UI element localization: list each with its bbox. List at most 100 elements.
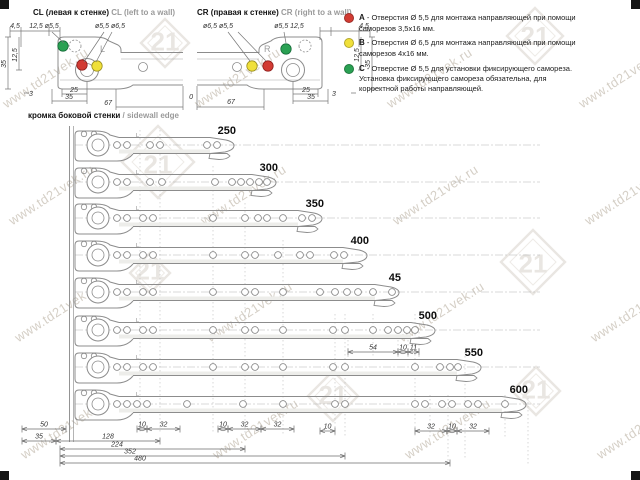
legend-item-c: С - Отверстие Ø 5,5 для установки фиксир…	[344, 63, 576, 94]
dim-label: 12,5	[354, 48, 361, 62]
rail-left-mark: L	[136, 243, 139, 249]
hole-marker-b	[91, 60, 103, 72]
dimension: 50	[21, 422, 67, 433]
dimension: 10	[217, 422, 229, 433]
rail-length-label: 400	[351, 235, 369, 247]
dimension: 32	[456, 424, 490, 435]
logo-21-icon: 21	[510, 365, 562, 417]
dimension: 35	[21, 434, 57, 445]
rail-left-mark: L	[136, 355, 139, 361]
hole-marker-c	[57, 40, 69, 52]
dimension: 32	[260, 422, 295, 433]
rail-length-label: 350	[306, 198, 324, 210]
dim-label: 10	[399, 345, 407, 352]
dim-label: 35	[307, 94, 315, 101]
dim-label: 4,5	[359, 23, 369, 30]
rail-length-label: 550	[465, 347, 483, 359]
dimension: 10	[446, 424, 458, 435]
dim-label: 10	[324, 424, 332, 431]
dim-label: 32	[274, 422, 282, 429]
red-dot-icon	[344, 13, 354, 23]
dimension: 10	[319, 424, 336, 435]
dim-label: 35	[65, 94, 73, 101]
hole-marker-c	[280, 43, 292, 55]
dim-label: 50	[40, 422, 48, 429]
svg-text:21: 21	[522, 375, 551, 405]
svg-text:21: 21	[144, 150, 173, 180]
logo-21-icon: 21	[139, 17, 191, 69]
dim-label: 25	[301, 87, 310, 94]
logo-21-icon: 21	[499, 228, 567, 296]
dim-label: 35	[1, 60, 8, 68]
diagram-cl: L 4,5 12,5 ø5,5 ø5,5 ø6,5 35 12,5 3 25 3…	[1, 23, 184, 110]
rail-length-label: 45	[389, 272, 401, 284]
sidewall-edge-label: кромка боковой стенки / sidewall edge	[28, 111, 179, 120]
cr-title: CR (правая к стенке) CR (right to a wall…	[197, 8, 352, 17]
legend-item-b: В - Отверстия Ø 6,5 для монтажа направля…	[344, 38, 576, 58]
dim-label: 10	[219, 422, 227, 429]
dimension: 10	[397, 345, 409, 356]
dim-label: 3	[332, 91, 336, 98]
dim-label: 12,5	[12, 48, 19, 62]
dim-label: 0	[189, 94, 193, 101]
rail-drawing-600: L 600	[74, 384, 540, 421]
dim-label: 10	[138, 422, 146, 429]
dim-label: 25	[69, 87, 78, 94]
legend-item-a: А - Отверстия Ø 5,5 для монтажа направля…	[344, 13, 576, 33]
rails: L 250 L 300 L 350 L 400 L 45 L 500 L 550 L 600	[74, 125, 540, 421]
dim-label: 224	[110, 442, 123, 449]
dim-label: 10	[448, 424, 456, 431]
dim-label: ø5,5 ø6,5	[95, 23, 125, 30]
svg-text:21: 21	[519, 248, 548, 278]
rail-drawing-400: L 400	[74, 235, 540, 272]
dim-label: 12,5 ø5,5	[29, 23, 59, 30]
dimension: 128	[55, 434, 161, 445]
dim-label: 32	[469, 424, 477, 431]
dim-label: 35	[35, 434, 43, 441]
dim-label: 35	[365, 60, 372, 68]
diagram-cr: R ø6,5 ø5,5 ø5,5 12,5 4,5 12,5 35 25 35 …	[189, 23, 375, 110]
dimension: 32	[146, 422, 181, 433]
logo-21-icon: 21	[128, 251, 172, 295]
dim-label: ø5,5 12,5	[274, 23, 304, 30]
rail-drawing-45: L 45	[74, 272, 540, 309]
rail-left-mark: L	[136, 206, 139, 212]
rail-left-mark: L	[136, 318, 139, 324]
corner-mark	[0, 0, 9, 9]
dimension: 480	[59, 456, 451, 467]
dim-label: 480	[134, 456, 146, 463]
dim-label: 54	[369, 345, 377, 352]
dim-label: ø6,5 ø5,5	[203, 23, 233, 30]
hole-marker-a	[262, 60, 274, 72]
dimension: 10	[136, 422, 148, 433]
cl-letter: L	[100, 44, 105, 54]
legend: А - Отверстия Ø 5,5 для монтажа направля…	[344, 13, 576, 99]
rail-drawing-350: L 350	[74, 198, 540, 235]
rail-drawing-250: L 250	[74, 125, 540, 162]
rail-drawing-300: L 300	[74, 162, 540, 199]
dim-label: 32	[160, 422, 168, 429]
dim-label: 352	[124, 449, 136, 456]
cr-letter: R	[264, 44, 271, 54]
yellow-dot-icon	[344, 38, 354, 49]
dimension: 352	[59, 449, 346, 460]
rail-length-label: 600	[510, 384, 528, 396]
rail-drawing-500: L 500	[74, 310, 540, 347]
dimension: 32	[227, 422, 262, 433]
dim-label: 32	[427, 424, 435, 431]
dimension: 32	[414, 424, 448, 435]
rail-left-mark: L	[136, 392, 139, 398]
dim-label: 128	[102, 434, 114, 441]
rail-length-label: 300	[260, 162, 278, 174]
dim-label: 4,5	[10, 23, 20, 30]
dimension: 11	[407, 345, 420, 356]
cl-title: CL (левая к стенке) CL (left to a wall)	[33, 8, 176, 17]
corner-mark	[631, 471, 640, 480]
dim-label: 3	[29, 91, 33, 98]
rail-drawing-550: L 550	[74, 347, 540, 384]
dimension: 224	[59, 442, 246, 453]
green-dot-icon	[344, 63, 354, 74]
rail-length-label: 500	[419, 310, 437, 322]
